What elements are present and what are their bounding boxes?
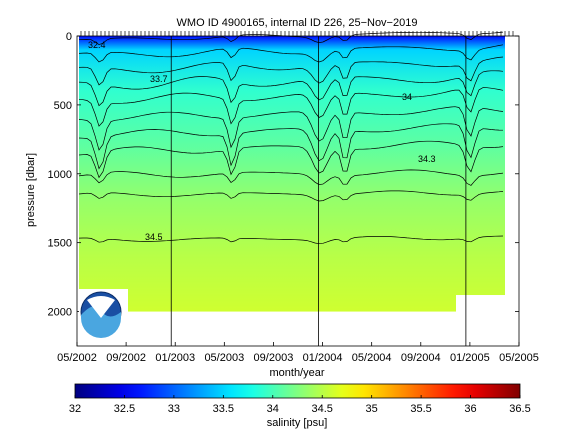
contour-line xyxy=(78,70,504,107)
x-tick-label: 01/2005 xyxy=(450,352,490,364)
contour-line xyxy=(78,123,504,170)
colorbar-tick-label: 35 xyxy=(366,403,378,415)
y-tick-label: 500 xyxy=(54,100,72,112)
x-tick-label: 05/2003 xyxy=(204,352,244,364)
contour-label: 33.7 xyxy=(150,74,168,84)
colorbar-gradient xyxy=(74,383,521,399)
y-tick-label: 1500 xyxy=(48,238,72,250)
y-axis-label: pressure [dbar] xyxy=(25,153,37,227)
colorbar-tick-label: 32.5 xyxy=(114,403,135,415)
contour-label: 34 xyxy=(402,92,412,102)
contour-line xyxy=(78,190,504,202)
contour-line xyxy=(78,87,504,127)
colorbar-tick-label: 34.5 xyxy=(312,403,333,415)
y-tick-label: 0 xyxy=(66,31,72,43)
chart-title: WMO ID 4900165, internal ID 226, 25−Nov−… xyxy=(177,17,418,29)
colorbar-label: salinity [psu] xyxy=(267,417,328,429)
contour-line xyxy=(78,106,504,151)
logo-wave xyxy=(81,306,121,338)
contour-line xyxy=(78,235,504,245)
contour-line xyxy=(78,140,504,179)
contour-line xyxy=(78,44,504,63)
salinity-field xyxy=(79,36,505,312)
x-tick-label: 01/2004 xyxy=(303,352,343,364)
colorbar-tick-label: 33 xyxy=(168,403,180,415)
y-tick-label: 1000 xyxy=(48,169,72,181)
x-tick-label: 05/2005 xyxy=(499,352,539,364)
colorbar-tick-label: 33.5 xyxy=(213,403,234,415)
x-tick-label: 01/2003 xyxy=(155,352,195,364)
x-tick-label: 09/2002 xyxy=(106,352,146,364)
contour-line xyxy=(78,56,504,86)
noaa-logo xyxy=(79,289,128,338)
colorbar-tick-label: 35.5 xyxy=(410,403,431,415)
contour-label: 34.5 xyxy=(145,232,163,242)
logo-bird xyxy=(87,296,115,318)
contour-line xyxy=(78,169,504,186)
colorbar-tick-label: 32 xyxy=(69,403,81,415)
x-tick-label: 05/2004 xyxy=(352,352,392,364)
x-axis-label: month/year xyxy=(269,367,324,379)
x-tick-label: 05/2002 xyxy=(57,352,97,364)
colorbar-tick-label: 36.5 xyxy=(509,403,530,415)
contour-label: 34.3 xyxy=(418,154,436,164)
colorbar-tick-label: 34 xyxy=(267,403,279,415)
no-data-area xyxy=(456,295,506,313)
y-tick-label: 2000 xyxy=(48,307,72,319)
x-tick-label: 09/2003 xyxy=(254,352,294,364)
plot-frame xyxy=(76,35,520,347)
x-tick-label: 09/2004 xyxy=(401,352,441,364)
colorbar: 32 32.5 33 33.5 34 34.5 35 35.5 36 36.5 xyxy=(69,383,531,415)
colorbar-tick-label: 36 xyxy=(464,403,476,415)
contour-label: 32.4 xyxy=(88,40,106,50)
